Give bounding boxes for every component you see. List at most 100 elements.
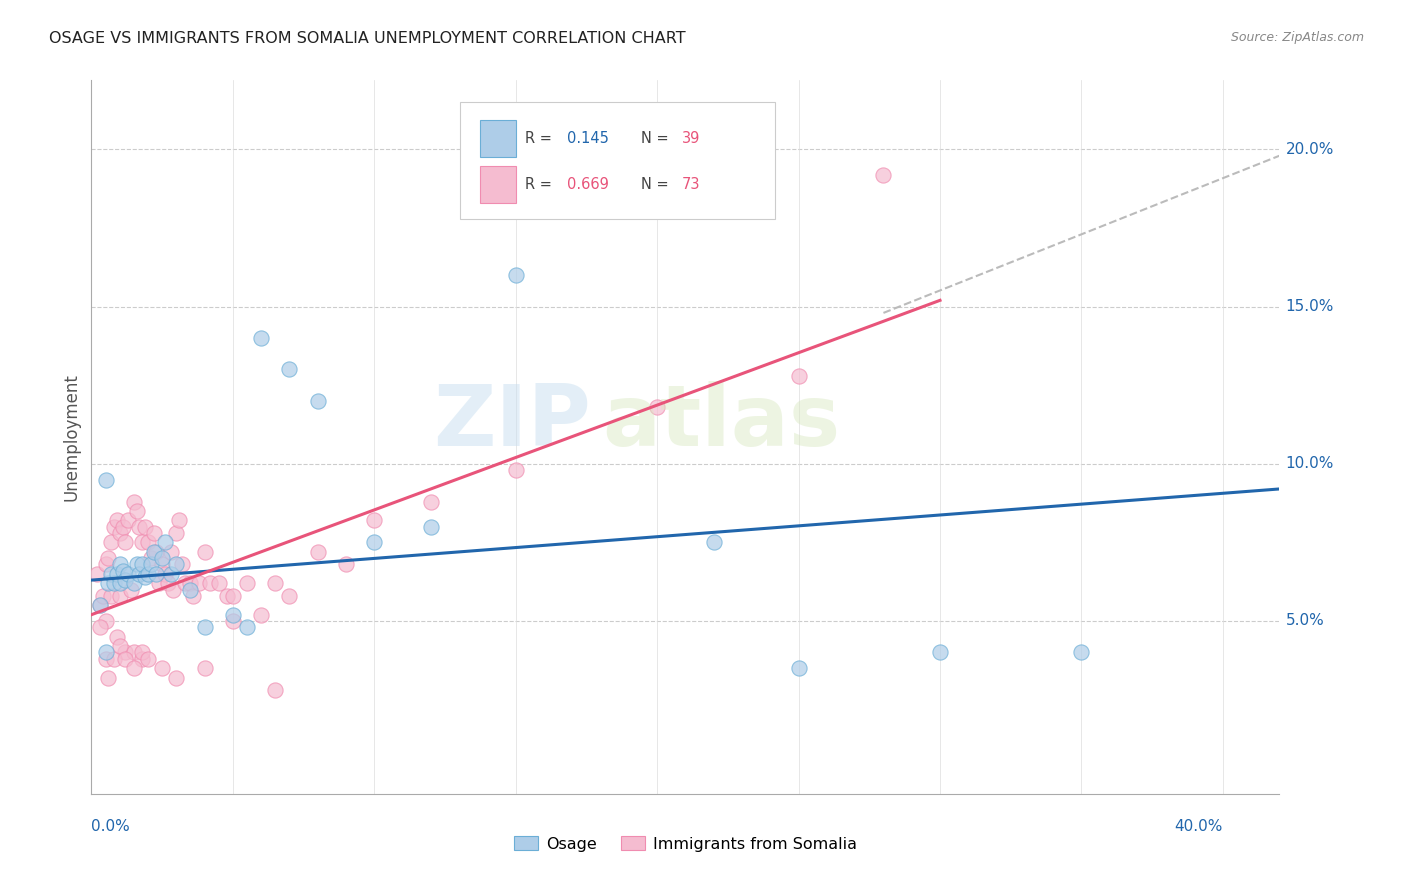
Point — [100, 535, 122, 549]
Point — [108, 576, 131, 591]
Point — [236, 620, 259, 634]
Point — [105, 566, 128, 581]
Point — [236, 576, 259, 591]
Point — [929, 645, 952, 659]
Point — [217, 589, 239, 603]
Point — [105, 630, 128, 644]
Point — [108, 525, 131, 540]
Point — [156, 576, 179, 591]
Point — [505, 463, 527, 477]
Point — [179, 582, 201, 597]
Point — [139, 551, 162, 566]
Point — [193, 545, 215, 559]
Point — [419, 494, 441, 508]
Point — [89, 599, 111, 613]
Text: 73: 73 — [682, 177, 700, 192]
Point — [150, 558, 173, 572]
Text: OSAGE VS IMMIGRANTS FROM SOMALIA UNEMPLOYMENT CORRELATION CHART: OSAGE VS IMMIGRANTS FROM SOMALIA UNEMPLO… — [49, 31, 686, 46]
Point — [100, 589, 122, 603]
Point — [363, 513, 385, 527]
Point — [134, 519, 156, 533]
Text: 15.0%: 15.0% — [1285, 299, 1334, 314]
Point — [165, 558, 187, 572]
Text: 0.669: 0.669 — [567, 177, 609, 192]
Point — [363, 535, 385, 549]
Point — [89, 599, 111, 613]
Point — [787, 368, 810, 383]
Point — [787, 661, 810, 675]
Point — [117, 566, 139, 581]
Point — [145, 566, 167, 581]
Point — [179, 576, 201, 591]
Point — [264, 576, 287, 591]
Point — [150, 661, 173, 675]
Point — [120, 582, 142, 597]
Point — [645, 401, 668, 415]
Point — [114, 535, 136, 549]
Point — [165, 671, 187, 685]
Point — [136, 651, 159, 665]
Point — [108, 558, 131, 572]
Point — [100, 566, 122, 581]
Point — [159, 545, 181, 559]
Point — [200, 576, 222, 591]
Point — [111, 564, 134, 578]
Point — [419, 519, 441, 533]
Point — [94, 558, 117, 572]
Point — [307, 393, 329, 408]
Legend: Osage, Immigrants from Somalia: Osage, Immigrants from Somalia — [508, 830, 863, 858]
Text: N =: N = — [641, 131, 673, 146]
Point — [97, 671, 120, 685]
Point — [122, 645, 145, 659]
Point — [108, 589, 131, 603]
Point — [122, 661, 145, 675]
Point — [150, 551, 173, 566]
Point — [131, 558, 153, 572]
Point — [134, 570, 156, 584]
Text: R =: R = — [524, 131, 557, 146]
Point — [103, 651, 125, 665]
Point — [97, 576, 120, 591]
Point — [153, 535, 176, 549]
Point — [125, 504, 148, 518]
Point — [117, 513, 139, 527]
Point — [193, 661, 215, 675]
Point — [1070, 645, 1092, 659]
Point — [307, 545, 329, 559]
Point — [162, 582, 184, 597]
Point — [222, 614, 245, 628]
Point — [142, 545, 165, 559]
Point — [136, 535, 159, 549]
Text: ZIP: ZIP — [433, 381, 591, 465]
Point — [131, 645, 153, 659]
Point — [173, 576, 195, 591]
Text: 39: 39 — [682, 131, 700, 146]
Point — [114, 651, 136, 665]
Point — [131, 651, 153, 665]
Point — [872, 168, 894, 182]
Point — [94, 614, 117, 628]
Point — [187, 576, 209, 591]
Point — [111, 519, 134, 533]
Point — [193, 620, 215, 634]
Text: atlas: atlas — [602, 381, 841, 465]
Point — [122, 576, 145, 591]
Point — [145, 545, 167, 559]
Point — [222, 589, 245, 603]
Point — [94, 645, 117, 659]
Y-axis label: Unemployment: Unemployment — [62, 373, 80, 501]
Text: R =: R = — [524, 177, 557, 192]
Point — [148, 576, 170, 591]
Point — [136, 566, 159, 581]
Point — [103, 519, 125, 533]
Point — [278, 362, 301, 376]
Bar — [479, 166, 516, 203]
Bar — [479, 120, 516, 157]
Point — [105, 513, 128, 527]
Point — [122, 494, 145, 508]
Point — [89, 620, 111, 634]
Point — [505, 268, 527, 283]
Point — [108, 639, 131, 653]
Text: 40.0%: 40.0% — [1174, 819, 1223, 834]
Point — [103, 576, 125, 591]
